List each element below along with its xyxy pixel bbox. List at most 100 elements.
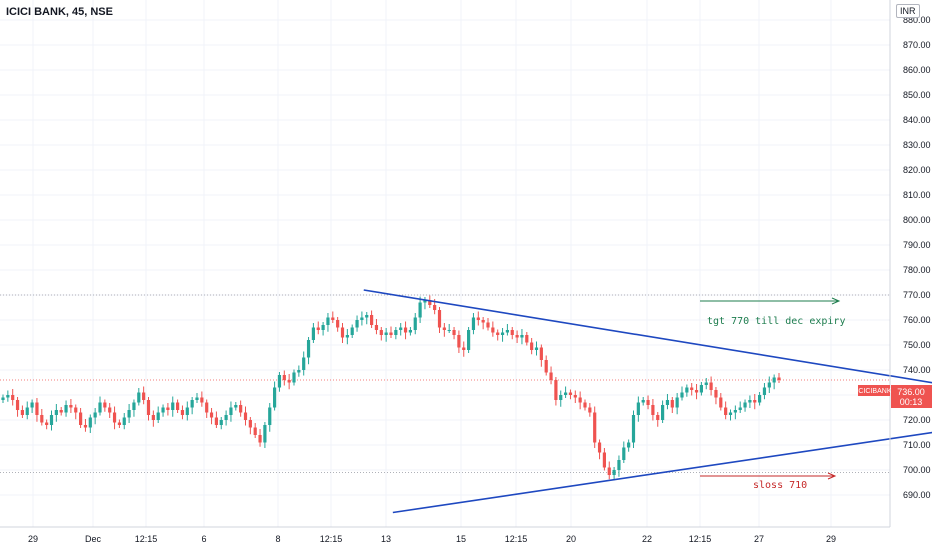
candle-body (549, 372, 553, 380)
y-tick-label: 790.00 (903, 240, 931, 250)
candle-body (166, 407, 170, 410)
x-tick-label: 15 (456, 534, 466, 544)
candle-body (685, 387, 689, 393)
candle-body (559, 395, 563, 400)
candle-body (694, 390, 699, 393)
candle-body (719, 397, 723, 408)
candle-body (437, 310, 442, 328)
x-tick-label: 12:15 (135, 534, 158, 544)
trendlines (363, 289, 932, 514)
candle-body (486, 322, 490, 328)
candle-body (108, 407, 112, 413)
y-tick-label: 740.00 (903, 365, 931, 375)
candle-body (98, 402, 102, 413)
candle-body (74, 407, 78, 413)
candle-body (6, 395, 10, 398)
candle-body (11, 395, 15, 400)
candle-body (496, 332, 500, 335)
y-tick-label: 690.00 (903, 490, 931, 500)
candle-body (481, 320, 485, 323)
candle-body (394, 330, 398, 335)
candle-body (302, 357, 306, 370)
currency-label[interactable]: INR (896, 4, 920, 18)
candle-body (243, 412, 248, 420)
y-tick-label: 700.00 (903, 465, 931, 475)
candle-body (573, 395, 577, 398)
candle-body (103, 402, 107, 408)
candle-body (423, 300, 427, 303)
x-tick-label: 8 (275, 534, 280, 544)
candle-body (530, 342, 534, 350)
y-tick-label: 820.00 (903, 165, 931, 175)
candle-body (646, 400, 650, 405)
x-tick-label: 29 (28, 534, 38, 544)
candle-body (30, 402, 34, 408)
price-tag-value: 736.00 (897, 387, 925, 397)
candle-body (617, 460, 621, 470)
candle-body (239, 405, 243, 413)
y-tick-label: 760.00 (903, 315, 931, 325)
stoploss-arrow-head (827, 472, 837, 480)
candle-body (340, 327, 345, 338)
candle-body (268, 407, 272, 425)
candle-body (321, 325, 325, 330)
annotations: tgt 770 till dec expiry sloss 710 (700, 297, 845, 491)
candle-body (631, 415, 636, 443)
candle-body (64, 405, 68, 413)
candle-body (127, 410, 131, 418)
x-tick-label: 12:15 (689, 534, 712, 544)
candle-body (185, 407, 189, 415)
candle-body (520, 335, 524, 338)
candle-body (767, 382, 771, 388)
x-tick-label: 6 (201, 534, 206, 544)
candle-body (399, 327, 403, 330)
candle-body (389, 332, 393, 335)
candle-body (234, 405, 238, 408)
candle-body (360, 317, 364, 320)
trendline-lower[interactable] (392, 410, 932, 514)
trendline-upper[interactable] (363, 289, 932, 408)
candle-body (675, 397, 679, 408)
candle-body (627, 442, 631, 448)
candle-body (568, 392, 573, 395)
x-tick-label: 20 (566, 534, 576, 544)
candle-body (408, 330, 412, 333)
candle-body (500, 332, 505, 335)
candle-body (476, 317, 480, 320)
candle-body (384, 332, 388, 335)
candle-body (365, 315, 369, 318)
candle-body (79, 412, 83, 425)
x-tick-label: 12:15 (320, 534, 343, 544)
candle-body (462, 347, 466, 350)
candle-body (564, 392, 568, 395)
candle-body (83, 425, 88, 428)
y-tick-label: 750.00 (903, 340, 931, 350)
candle-body (370, 315, 374, 325)
symbol-title[interactable]: ICICI BANK, 45, NSE (6, 6, 113, 18)
candle-body (661, 405, 665, 420)
candle-body (20, 410, 24, 415)
candle-body (161, 407, 165, 413)
candle-body (690, 387, 694, 390)
price-axis[interactable]: 880.00 870.00 860.00 850.00 840.00 830.00 820.… (889, 0, 931, 527)
candle-body (93, 412, 97, 418)
candle-body (205, 402, 209, 413)
candlesticks (1, 295, 781, 481)
y-tick-label: 840.00 (903, 115, 931, 125)
target-note: tgt 770 till dec expiry (707, 316, 845, 327)
candle-body (69, 405, 73, 408)
candle-body (1, 397, 5, 400)
candle-body (665, 400, 670, 405)
price-tag-countdown: 00:13 (900, 397, 923, 407)
candle-body (277, 375, 282, 388)
candle-body (195, 397, 199, 400)
candle-body (45, 422, 49, 425)
x-tick-label: 12:15 (505, 534, 528, 544)
candle-body (505, 330, 509, 333)
candle-body (137, 392, 141, 403)
candle-body (724, 407, 728, 415)
time-axis[interactable]: 29 Dec 12:15 6 8 12:15 13 15 12:15 20 22 12:15 27 29 (0, 526, 890, 544)
candle-body (428, 300, 432, 305)
candle-body (311, 327, 315, 340)
